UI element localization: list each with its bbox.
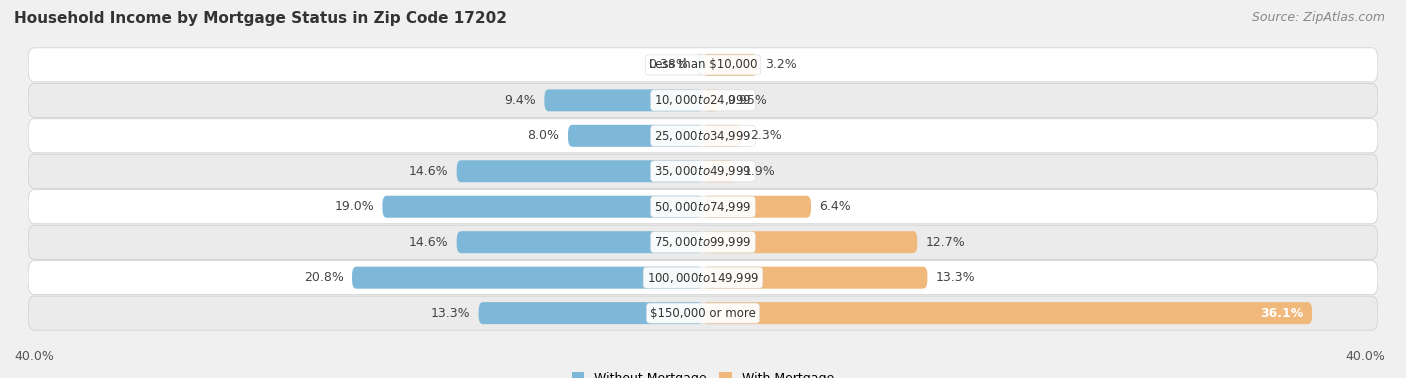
- Text: $150,000 or more: $150,000 or more: [650, 307, 756, 320]
- Text: 40.0%: 40.0%: [14, 350, 53, 363]
- Text: 8.0%: 8.0%: [527, 129, 560, 142]
- FancyBboxPatch shape: [28, 261, 1378, 295]
- FancyBboxPatch shape: [703, 302, 1312, 324]
- Legend: Without Mortgage, With Mortgage: Without Mortgage, With Mortgage: [567, 367, 839, 378]
- FancyBboxPatch shape: [703, 196, 811, 218]
- Text: 3.2%: 3.2%: [765, 58, 797, 71]
- FancyBboxPatch shape: [703, 54, 756, 76]
- FancyBboxPatch shape: [28, 154, 1378, 188]
- Text: $100,000 to $149,999: $100,000 to $149,999: [647, 271, 759, 285]
- Text: 13.3%: 13.3%: [430, 307, 470, 320]
- Text: Household Income by Mortgage Status in Zip Code 17202: Household Income by Mortgage Status in Z…: [14, 11, 508, 26]
- FancyBboxPatch shape: [28, 48, 1378, 82]
- Text: 40.0%: 40.0%: [1346, 350, 1385, 363]
- Text: 6.4%: 6.4%: [820, 200, 851, 213]
- FancyBboxPatch shape: [703, 160, 735, 182]
- Text: $25,000 to $34,999: $25,000 to $34,999: [654, 129, 752, 143]
- FancyBboxPatch shape: [703, 125, 742, 147]
- Text: 13.3%: 13.3%: [936, 271, 976, 284]
- Text: 36.1%: 36.1%: [1260, 307, 1303, 320]
- Text: $10,000 to $24,999: $10,000 to $24,999: [654, 93, 752, 107]
- Text: 2.3%: 2.3%: [751, 129, 782, 142]
- FancyBboxPatch shape: [703, 231, 917, 253]
- Text: 14.6%: 14.6%: [409, 236, 449, 249]
- FancyBboxPatch shape: [457, 231, 703, 253]
- Text: $50,000 to $74,999: $50,000 to $74,999: [654, 200, 752, 214]
- FancyBboxPatch shape: [457, 160, 703, 182]
- Text: 19.0%: 19.0%: [335, 200, 374, 213]
- FancyBboxPatch shape: [568, 125, 703, 147]
- FancyBboxPatch shape: [703, 266, 928, 289]
- FancyBboxPatch shape: [703, 89, 718, 112]
- Text: 14.6%: 14.6%: [409, 165, 449, 178]
- Text: $75,000 to $99,999: $75,000 to $99,999: [654, 235, 752, 249]
- FancyBboxPatch shape: [382, 196, 703, 218]
- Text: 1.9%: 1.9%: [744, 165, 775, 178]
- FancyBboxPatch shape: [28, 83, 1378, 117]
- Text: 20.8%: 20.8%: [304, 271, 343, 284]
- FancyBboxPatch shape: [28, 190, 1378, 224]
- Text: $35,000 to $49,999: $35,000 to $49,999: [654, 164, 752, 178]
- Text: Less than $10,000: Less than $10,000: [648, 58, 758, 71]
- FancyBboxPatch shape: [696, 54, 703, 76]
- FancyBboxPatch shape: [352, 266, 703, 289]
- Text: 0.38%: 0.38%: [648, 58, 688, 71]
- FancyBboxPatch shape: [28, 296, 1378, 330]
- FancyBboxPatch shape: [544, 89, 703, 112]
- FancyBboxPatch shape: [28, 119, 1378, 153]
- FancyBboxPatch shape: [28, 225, 1378, 259]
- Text: 0.95%: 0.95%: [727, 94, 768, 107]
- Text: 12.7%: 12.7%: [925, 236, 966, 249]
- FancyBboxPatch shape: [478, 302, 703, 324]
- Text: 9.4%: 9.4%: [505, 94, 536, 107]
- Text: Source: ZipAtlas.com: Source: ZipAtlas.com: [1251, 11, 1385, 24]
